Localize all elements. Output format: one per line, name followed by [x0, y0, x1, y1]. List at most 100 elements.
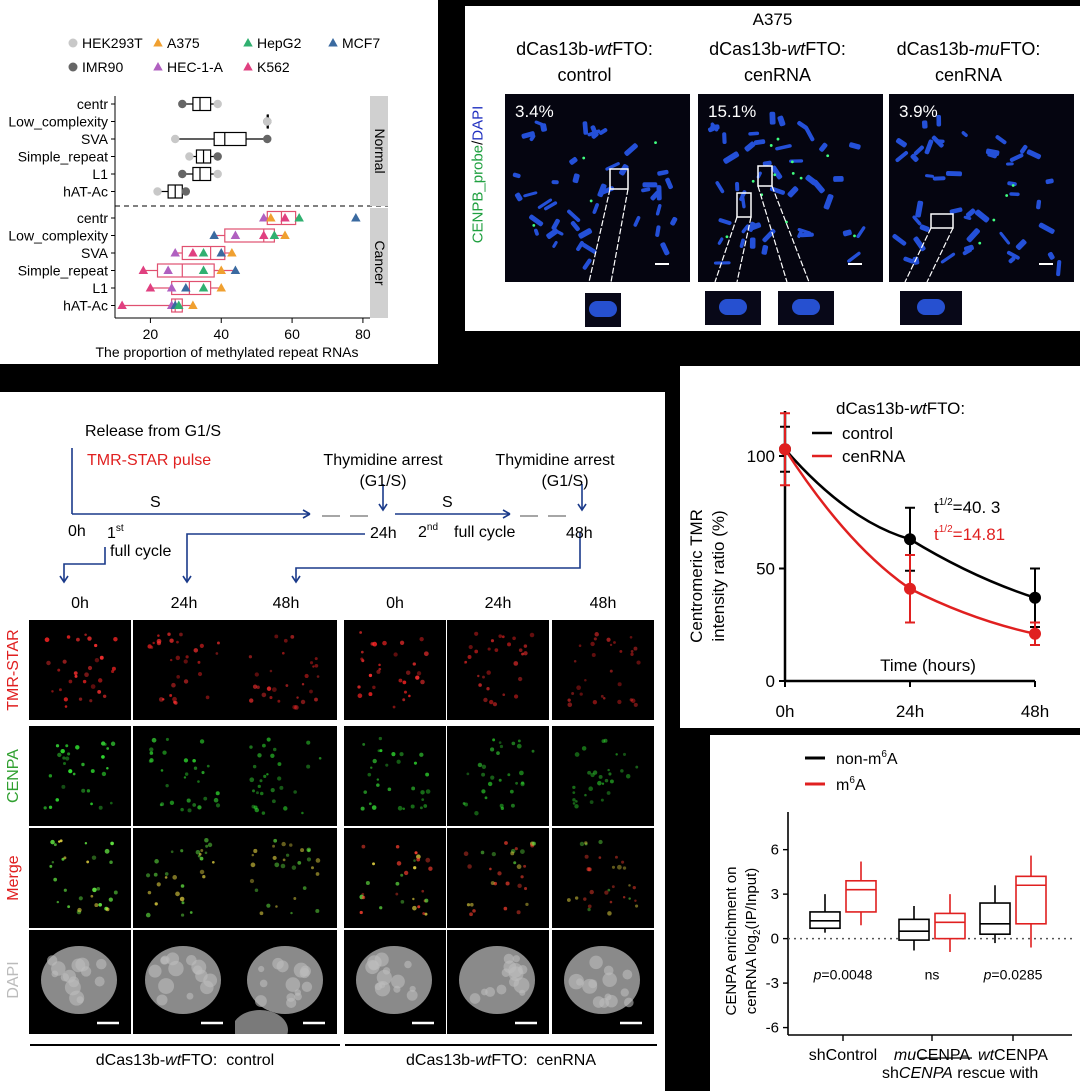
- chromosome: [804, 125, 815, 142]
- image-cell: [447, 726, 549, 826]
- centromere-dot: [467, 654, 472, 659]
- chromosome: [762, 228, 776, 243]
- chromosome: [619, 164, 629, 176]
- chromosome: [641, 187, 651, 193]
- image-cell: [447, 930, 549, 1034]
- centromere-dot: [382, 640, 387, 646]
- time-24h: 24h: [370, 525, 397, 542]
- cell-image: [44, 633, 118, 708]
- data-point: [198, 283, 209, 292]
- chromatin: [592, 996, 605, 1008]
- centromere-dot: [402, 807, 405, 811]
- chromatin: [391, 974, 405, 989]
- image-cell: [552, 930, 654, 1034]
- data-point: [181, 283, 191, 292]
- centromere-dot: [202, 875, 206, 879]
- centromere-dot: [165, 737, 169, 741]
- legend-label: HEC-1-A: [167, 59, 224, 75]
- centromere-dot: [416, 854, 421, 860]
- micrograph-chromosomes: [707, 111, 866, 265]
- hdr-line2: cenRNA: [934, 65, 1003, 85]
- centromere-dot: [594, 632, 599, 637]
- chromatin: [382, 967, 391, 975]
- centromere-dot: [490, 775, 495, 780]
- centromere-dot: [197, 780, 200, 783]
- data-point: [188, 248, 198, 257]
- cell-image: [359, 844, 433, 916]
- centromere-dot: [408, 694, 411, 698]
- centromere-dot: [252, 684, 258, 689]
- micrograph: 15.1%: [698, 94, 883, 282]
- axes: Normal Cancer 20 40 60 80: [114, 96, 388, 342]
- centromere-dot: [101, 741, 106, 746]
- centromere-dot: [90, 802, 93, 806]
- timeline-diagram: Release from G1/S TMR-STAR pulse Thymidi…: [59, 423, 615, 584]
- centromere-dot: [283, 806, 288, 811]
- chromosome: [940, 252, 956, 264]
- centromere-dot: [609, 669, 613, 673]
- chromosome: [931, 135, 944, 148]
- x-tick-label: 40: [213, 326, 229, 342]
- centromere-dot: [469, 902, 474, 907]
- probe-signal: [773, 173, 777, 177]
- chromatin: [512, 955, 520, 963]
- centromere-dot: [413, 859, 416, 862]
- centromere-dot: [216, 641, 220, 645]
- centromere-dot: [203, 796, 208, 801]
- centromere-dot: [601, 782, 605, 785]
- chromosome: [912, 215, 922, 226]
- centromere-dot: [269, 669, 273, 673]
- chromosome: [761, 245, 769, 255]
- centromere-dot: [593, 637, 597, 641]
- centromere-dot: [523, 644, 528, 648]
- centromere-dot: [58, 688, 62, 692]
- centromere-dot: [415, 675, 420, 680]
- chromosome: [915, 200, 924, 218]
- zoom-inset: [705, 291, 761, 325]
- centromere-dot: [252, 764, 257, 769]
- chromosome: [1047, 251, 1055, 260]
- box-non-m6A: [979, 902, 1011, 935]
- centromere-dot: [63, 856, 67, 860]
- centromere-dot: [180, 884, 185, 888]
- panel-title: A375: [752, 10, 793, 29]
- centromere-dot: [505, 881, 510, 886]
- cycle-arrow-24h: [186, 533, 365, 582]
- centromere-dot: [412, 897, 415, 901]
- chromosome: [1006, 250, 1020, 260]
- centromere-dot: [376, 783, 380, 787]
- centromere-dot: [402, 680, 407, 685]
- chromosome: [670, 216, 678, 226]
- centromere-dot: [520, 781, 525, 785]
- centromere-dot: [67, 905, 71, 909]
- centromere-dot: [201, 770, 205, 775]
- probe-signal: [790, 160, 794, 164]
- centromere-dot: [393, 652, 398, 657]
- centromere-dot: [531, 749, 535, 753]
- centromere-dot: [572, 791, 576, 795]
- centromere-dot: [368, 692, 373, 697]
- centromere-dot: [370, 766, 373, 769]
- chromosome: [787, 186, 799, 198]
- centromere-dot: [306, 764, 311, 769]
- chromosome: [921, 120, 928, 129]
- image-cell: [29, 726, 131, 826]
- chromatin: [254, 995, 267, 1007]
- box: [181, 245, 226, 261]
- chromosome: [1036, 199, 1042, 210]
- data-point: [230, 230, 241, 239]
- image-cell: [235, 620, 337, 720]
- cycle-2-text: full cycle: [454, 524, 515, 541]
- centromere-dot: [154, 902, 158, 906]
- chromatin: [158, 978, 175, 994]
- label-slash: /: [469, 140, 487, 145]
- centromere-dot: [165, 783, 169, 788]
- data-point: [181, 187, 191, 196]
- probe-signal: [1011, 184, 1015, 187]
- hdr-a: dCas13b-: [709, 39, 788, 59]
- cell-image: [145, 946, 223, 1025]
- row-label: DAPI: [5, 961, 22, 999]
- hr-pre: t: [934, 525, 939, 544]
- centromere-dot: [169, 658, 173, 662]
- cell-image: [49, 839, 118, 915]
